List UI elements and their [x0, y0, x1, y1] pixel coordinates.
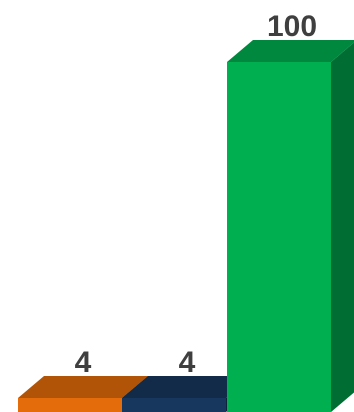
- bar-3-side: [331, 42, 354, 412]
- data-label-3: 100: [267, 10, 317, 43]
- bar-1-top: [18, 376, 148, 398]
- bar-2-top: [122, 376, 252, 398]
- bar-3-front: [227, 62, 331, 412]
- data-label-2: 4: [179, 346, 196, 379]
- bar-2-front: [122, 398, 226, 412]
- data-label-1: 4: [75, 346, 92, 379]
- bar-3-top: [227, 40, 354, 62]
- bar-1-front: [18, 398, 122, 412]
- bars-group: [18, 40, 354, 412]
- bar-3: [227, 40, 354, 412]
- data-labels-group: 4 4 100: [75, 10, 317, 379]
